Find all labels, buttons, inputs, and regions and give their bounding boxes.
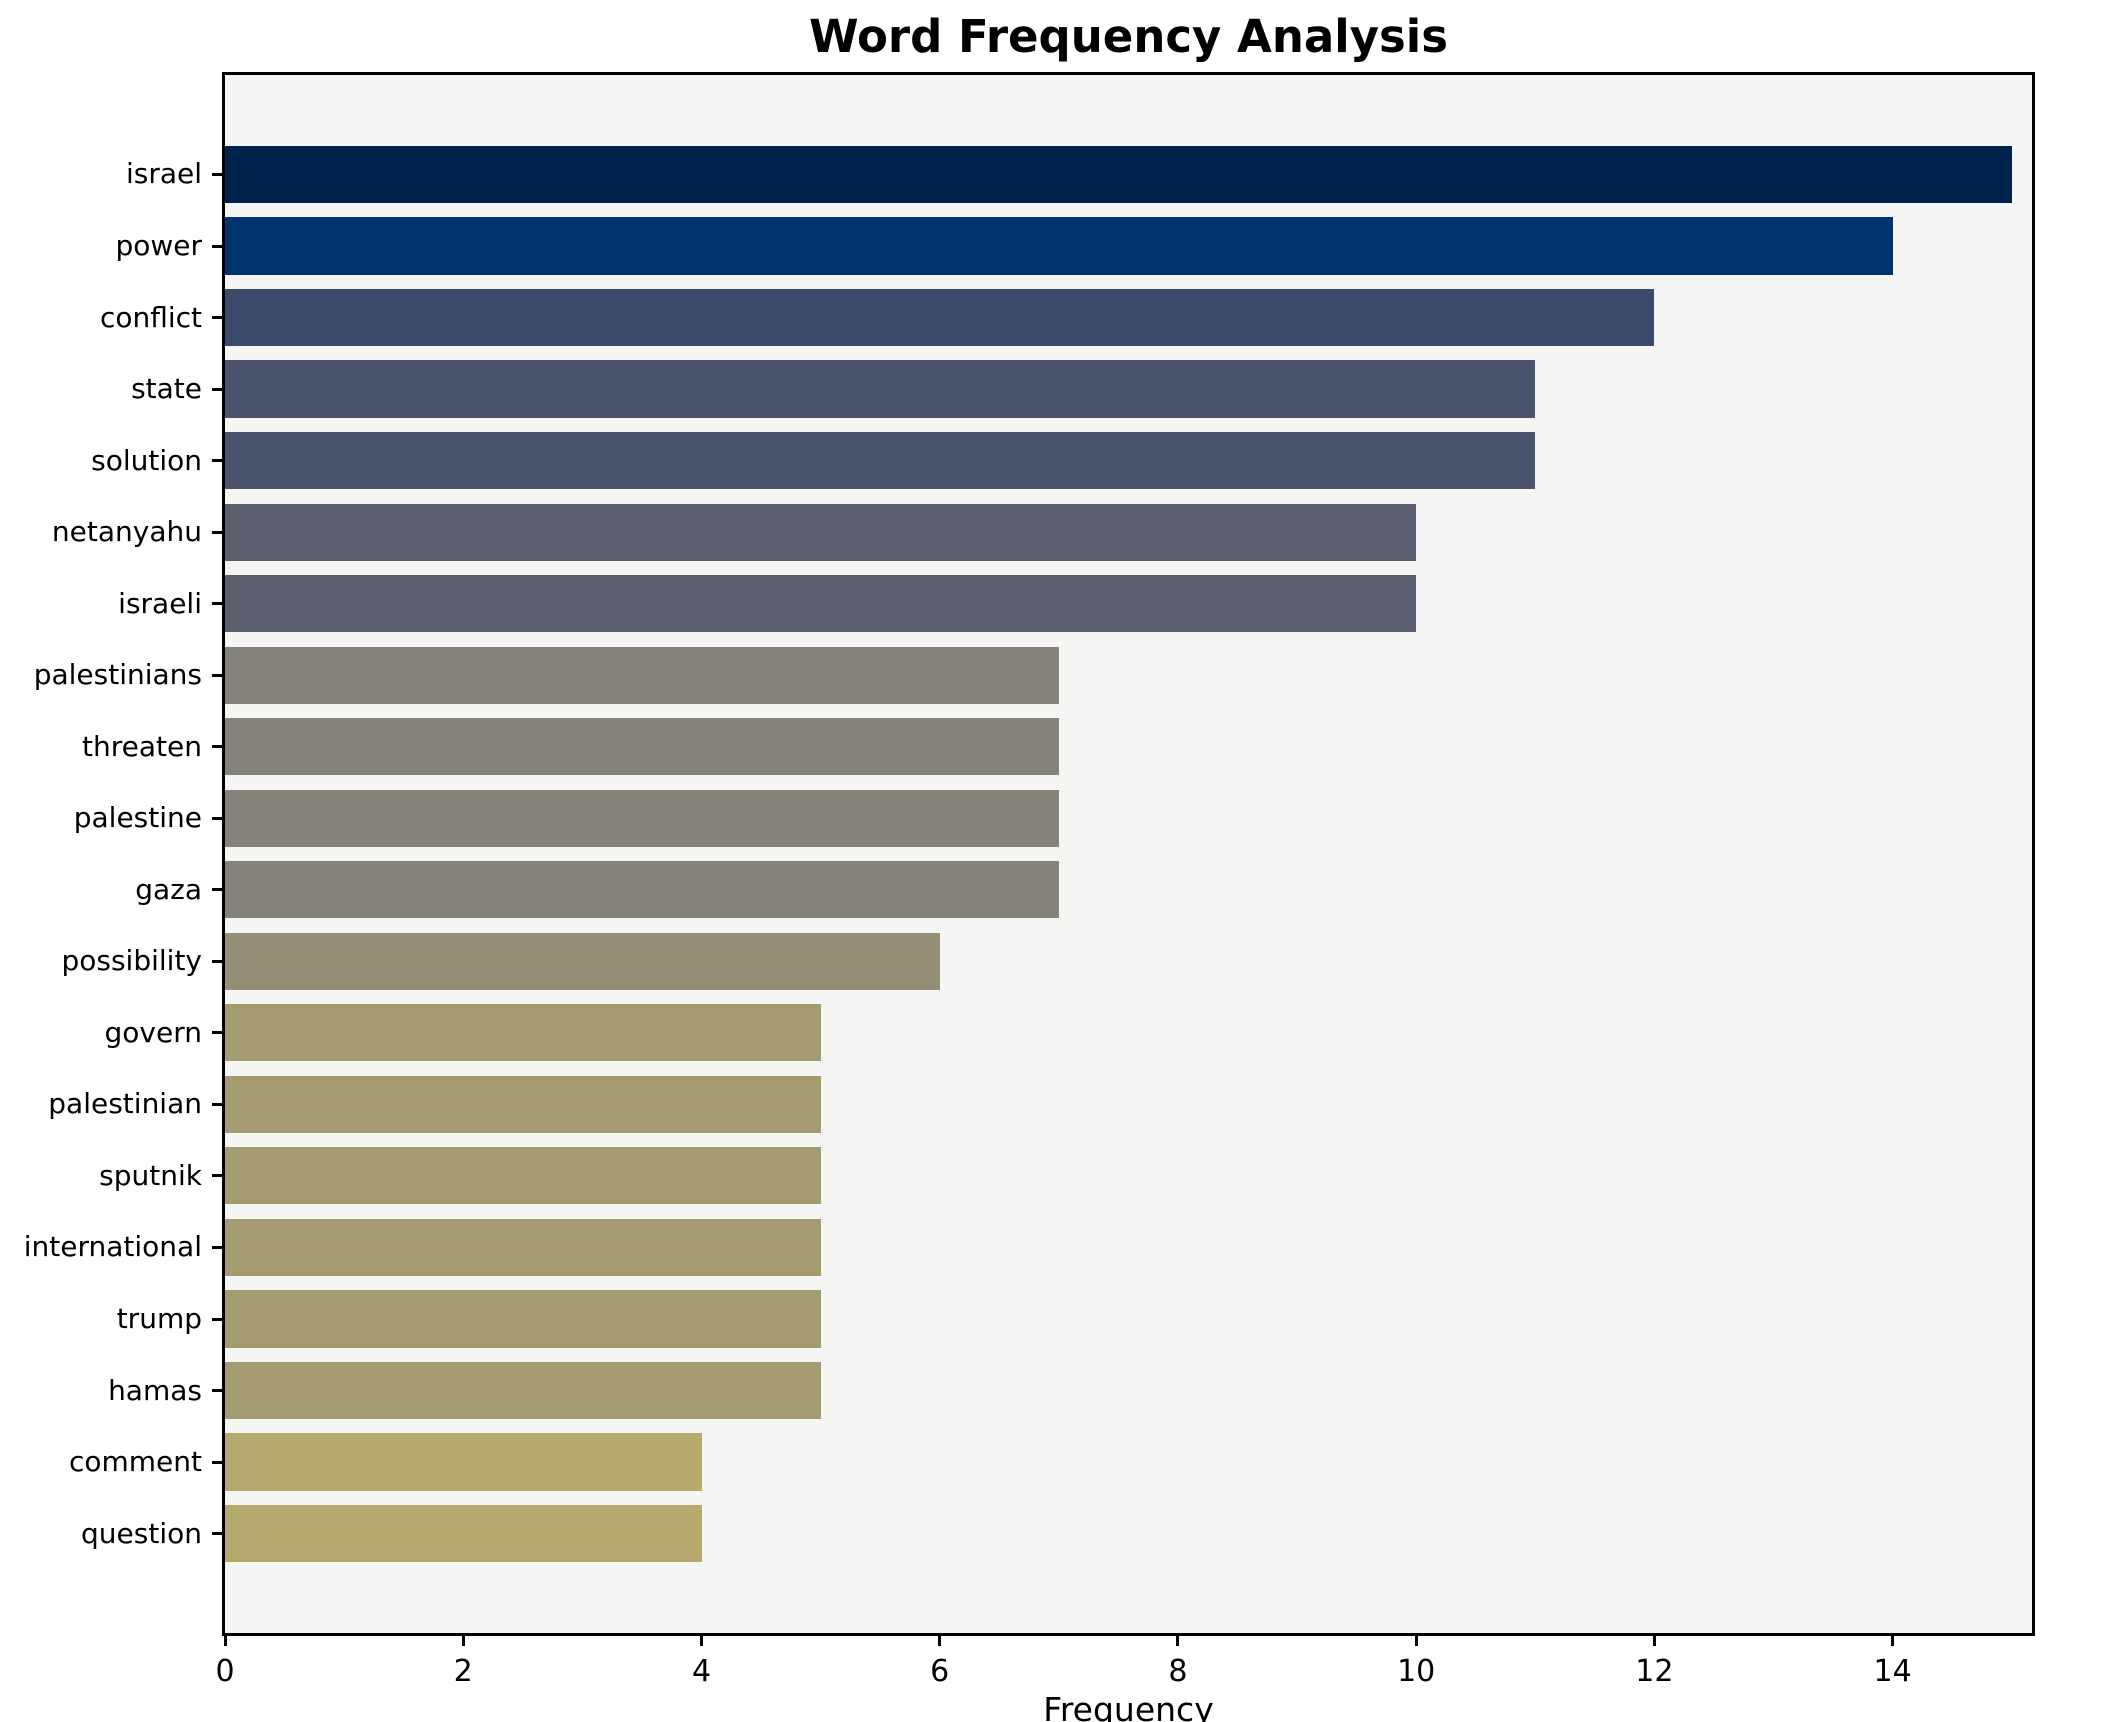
x-tick-mark [938, 1636, 942, 1646]
chart-title: Word Frequency Analysis [808, 10, 1449, 63]
bar-israel [225, 145, 2012, 203]
y-tick-mark [212, 673, 222, 677]
x-tick-label-4: 4 [691, 1654, 712, 1689]
y-tick-label-trump: trump [116, 1302, 202, 1335]
y-tick-label-palestinian: palestinian [48, 1087, 202, 1121]
y-tick-mark [212, 745, 222, 749]
y-tick-label-israeli: israeli [118, 586, 202, 620]
x-tick-mark [700, 1636, 703, 1646]
y-tick-mark [212, 172, 222, 176]
y-tick-label-gaza: gaza [135, 872, 202, 906]
y-tick-mark [212, 1389, 222, 1392]
bar-palestine [225, 789, 1059, 847]
bar-israeli [225, 575, 1417, 633]
x-tick-mark [1891, 1636, 1895, 1646]
y-tick-label-state: state [131, 372, 202, 405]
x-tick-label-6: 6 [930, 1654, 950, 1689]
y-tick-mark [212, 959, 222, 963]
x-axis-label: Frequency [1043, 1690, 1214, 1722]
bar-threaten [225, 718, 1059, 776]
y-tick-label-israel: israel [125, 157, 202, 191]
y-tick-label-conflict: conflict [99, 300, 202, 334]
bar-power [225, 217, 1893, 275]
y-tick-mark [212, 316, 222, 319]
bar-hamas [225, 1361, 821, 1420]
y-tick-label-possibility: possibility [61, 944, 202, 978]
y-tick-label-palestine: palestine [73, 801, 202, 835]
x-tick-mark [1652, 1636, 1656, 1646]
y-tick-label-comment: comment [68, 1445, 202, 1478]
y-tick-label-threaten: threaten [82, 729, 202, 763]
y-tick-label-hamas: hamas [108, 1373, 202, 1407]
bar-possibility [225, 932, 940, 990]
y-tick-label-palestinians: palestinians [33, 658, 202, 692]
y-tick-mark [212, 888, 222, 892]
x-tick-label-10: 10 [1397, 1654, 1436, 1689]
x-tick-mark [1176, 1636, 1180, 1646]
y-tick-mark [212, 1031, 222, 1035]
y-tick-label-solution: solution [91, 443, 202, 477]
bar-question [225, 1505, 702, 1563]
y-tick-mark [212, 387, 222, 391]
y-tick-label-netanyahu: netanyahu [51, 515, 202, 549]
bar-solution [225, 432, 1536, 490]
y-tick-mark [212, 530, 222, 534]
y-tick-label-power: power [115, 229, 202, 262]
y-tick-mark [212, 1174, 222, 1178]
y-tick-label-question: question [81, 1516, 202, 1550]
bar-conflict [225, 288, 1655, 347]
y-tick-label-international: international [23, 1230, 202, 1264]
bar-palestinian [225, 1075, 821, 1133]
bar-sputnik [225, 1147, 821, 1205]
y-tick-mark [212, 1532, 222, 1536]
y-tick-label-govern: govern [104, 1015, 202, 1049]
y-tick-label-sputnik: sputnik [99, 1158, 202, 1192]
y-tick-mark [212, 1245, 222, 1249]
y-tick-mark [212, 816, 222, 820]
x-tick-label-2: 2 [453, 1654, 473, 1689]
x-tick-mark [223, 1636, 227, 1646]
x-tick-label-8: 8 [1168, 1654, 1188, 1689]
bar-gaza [225, 861, 1059, 919]
x-tick-mark [461, 1636, 465, 1646]
y-tick-mark [212, 602, 222, 606]
y-tick-mark [212, 1460, 222, 1464]
plot-area [222, 72, 2035, 1636]
y-tick-mark [212, 244, 222, 248]
y-tick-mark [212, 1317, 222, 1321]
bar-palestinians [225, 646, 1059, 704]
bar-govern [225, 1004, 821, 1062]
x-tick-label-0: 0 [215, 1654, 235, 1689]
bar-international [225, 1218, 821, 1276]
y-tick-mark [212, 459, 222, 463]
x-tick-label-12: 12 [1635, 1654, 1674, 1689]
x-tick-label-14: 14 [1873, 1654, 1912, 1689]
bar-state [225, 360, 1536, 418]
bar-comment [225, 1433, 702, 1491]
bar-netanyahu [225, 503, 1417, 561]
y-tick-mark [212, 1102, 222, 1106]
x-tick-mark [1414, 1636, 1418, 1646]
bar-trump [225, 1290, 821, 1348]
